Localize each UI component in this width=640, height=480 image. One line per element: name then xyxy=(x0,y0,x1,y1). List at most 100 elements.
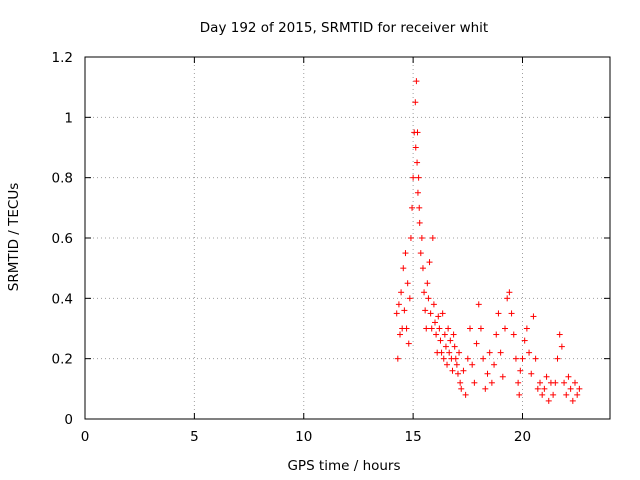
data-point xyxy=(491,361,498,368)
grid xyxy=(85,57,610,419)
x-tick-label: 15 xyxy=(405,429,422,445)
data-point xyxy=(458,385,465,392)
data-point xyxy=(480,355,487,362)
data-point xyxy=(449,367,456,374)
data-point xyxy=(569,397,576,404)
data-point xyxy=(495,310,502,317)
data-point xyxy=(395,301,402,308)
data-point xyxy=(502,325,508,332)
data-point xyxy=(452,355,459,362)
y-tick-label: 0.4 xyxy=(52,291,73,307)
data-point xyxy=(497,349,504,356)
y-axis-label: SRMTID / TECUs xyxy=(6,183,22,291)
data-point xyxy=(532,355,539,362)
data-point xyxy=(432,319,438,326)
data-point xyxy=(393,310,400,317)
data-point xyxy=(462,391,469,398)
data-point xyxy=(400,265,407,272)
data-point xyxy=(541,385,548,392)
data-point xyxy=(471,379,478,386)
axis-ticks: 0 5 10 15 20 0 0.2 0.4 0.6 0.8 1 1.2 xyxy=(52,50,610,445)
data-point xyxy=(493,331,500,338)
data-point xyxy=(437,337,444,344)
data-point xyxy=(473,340,480,347)
data-point xyxy=(416,219,423,226)
data-point xyxy=(402,250,409,257)
data-point xyxy=(403,325,410,332)
data-point xyxy=(417,250,424,257)
data-point xyxy=(416,204,423,211)
data-point xyxy=(488,379,495,386)
y-tick-label: 0.2 xyxy=(52,352,73,368)
data-point xyxy=(558,343,565,350)
data-point xyxy=(440,355,447,362)
data-point xyxy=(418,235,425,241)
data-point xyxy=(556,331,563,338)
data-point xyxy=(433,331,440,338)
data-point xyxy=(552,379,559,386)
data-point xyxy=(537,379,543,386)
data-point xyxy=(517,367,524,374)
data-point xyxy=(451,343,458,350)
data-point xyxy=(442,343,449,350)
data-point xyxy=(550,391,557,398)
data-point xyxy=(438,349,445,356)
data-point xyxy=(563,391,570,398)
data-point xyxy=(456,349,463,356)
data-point xyxy=(421,289,428,296)
data-point xyxy=(539,391,546,398)
data-point xyxy=(410,174,417,181)
data-point xyxy=(516,391,523,398)
data-point xyxy=(426,259,433,266)
plot-frame xyxy=(84,56,611,420)
plot-border xyxy=(84,56,611,420)
data-point xyxy=(404,280,411,287)
data-point xyxy=(394,355,401,362)
data-point xyxy=(508,310,515,317)
data-point xyxy=(450,331,457,338)
data-point xyxy=(398,289,405,296)
data-point xyxy=(406,295,413,302)
y-tick-label: 0 xyxy=(64,412,73,428)
data-point xyxy=(475,301,482,308)
data-point xyxy=(454,370,461,377)
data-point xyxy=(439,310,446,317)
data-point xyxy=(464,355,471,362)
data-point xyxy=(424,280,431,287)
data-point xyxy=(415,174,422,181)
data-point xyxy=(504,295,511,302)
data-point xyxy=(523,325,530,332)
data-point xyxy=(484,370,491,377)
data-point xyxy=(477,325,484,332)
data-point xyxy=(574,391,581,398)
data-point xyxy=(414,159,421,166)
data-point xyxy=(515,379,522,386)
data-point xyxy=(409,204,416,211)
data-point xyxy=(412,99,419,106)
data-point xyxy=(543,373,550,380)
x-axis-label: GPS time / hours xyxy=(287,458,400,474)
x-tick-label: 5 xyxy=(190,429,199,445)
data-point xyxy=(446,349,453,356)
data-point xyxy=(419,265,426,272)
data-point xyxy=(486,349,493,356)
data-point xyxy=(512,355,519,362)
y-tick-label: 0.8 xyxy=(52,171,73,187)
x-tick-label: 10 xyxy=(295,429,312,445)
data-point xyxy=(457,379,464,386)
data-point xyxy=(561,379,568,386)
data-point xyxy=(436,325,443,332)
data-point xyxy=(407,235,414,241)
data-point xyxy=(429,235,436,241)
data-point xyxy=(445,325,452,332)
data-point xyxy=(554,355,561,362)
data-point xyxy=(526,349,533,356)
chart-title: Day 192 of 2015, SRMTID for receiver whi… xyxy=(200,20,488,36)
data-point xyxy=(430,301,437,308)
data-point xyxy=(567,385,574,392)
data-point xyxy=(444,361,451,368)
data-point xyxy=(460,367,467,374)
x-tick-label: 20 xyxy=(514,429,531,445)
data-points xyxy=(393,78,583,404)
